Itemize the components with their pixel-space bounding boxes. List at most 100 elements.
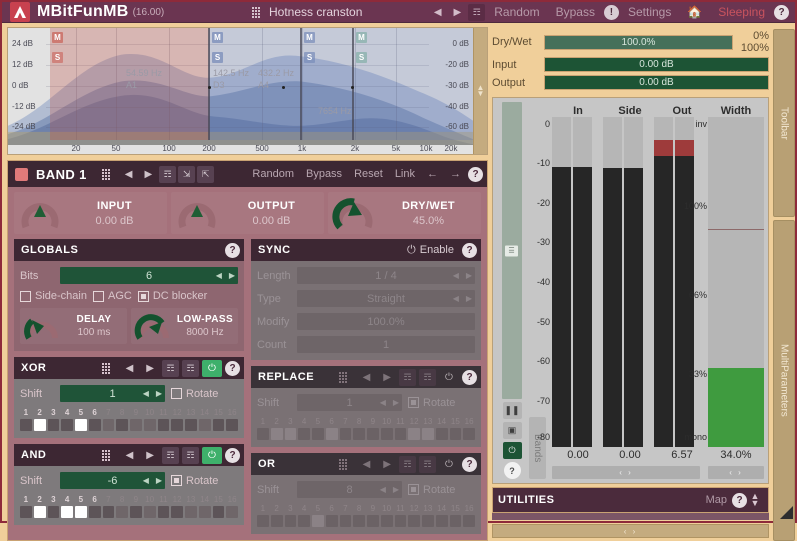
info-icon[interactable]: ! bbox=[603, 4, 619, 20]
and-shift-field[interactable]: -6 ◀ ▶ bbox=[60, 472, 165, 489]
knob-icon[interactable] bbox=[18, 195, 62, 231]
bit-cell[interactable] bbox=[449, 428, 462, 440]
bit-cell[interactable] bbox=[353, 428, 365, 440]
help-icon[interactable]: ? bbox=[468, 166, 483, 182]
bit-cell[interactable] bbox=[198, 419, 211, 431]
width-meter[interactable]: inv 100% 66% 33% mono bbox=[684, 117, 764, 447]
or-shift-stepper[interactable]: ◀ ▶ bbox=[380, 485, 399, 494]
meter-columns[interactable]: inv 100% 66% 33% mono bbox=[552, 117, 764, 447]
dice-icon[interactable]: ☶ bbox=[419, 455, 436, 473]
spectrum-analyzer[interactable]: M S M S M S M S 54.59 Hz A1 142.5 Hz D3 … bbox=[7, 27, 488, 155]
sync-type-field[interactable]: Straight ◀ ▶ bbox=[297, 290, 475, 307]
bit-cell[interactable] bbox=[226, 419, 238, 431]
replace-bit-cells[interactable] bbox=[257, 428, 475, 440]
sleeping-status[interactable]: Sleeping bbox=[718, 5, 765, 19]
right-arrow-icon[interactable]: ▶ bbox=[144, 168, 153, 180]
dice-icon[interactable]: ☶ bbox=[468, 3, 486, 21]
bit-cell[interactable] bbox=[157, 506, 170, 518]
bit-cell[interactable] bbox=[116, 419, 128, 431]
xor-bit-cells[interactable] bbox=[20, 419, 238, 431]
bit-cell[interactable] bbox=[270, 515, 283, 527]
bit-cell[interactable] bbox=[157, 419, 170, 431]
dice-icon[interactable]: ☶ bbox=[162, 359, 179, 377]
sidechain-checkbox[interactable]: Side-chain bbox=[20, 290, 87, 302]
meter-column-out-l[interactable] bbox=[654, 117, 673, 447]
bit-cell[interactable] bbox=[88, 506, 101, 518]
replace-shift-field[interactable]: 1 ◀ ▶ bbox=[297, 394, 402, 411]
bit-cell[interactable] bbox=[353, 515, 365, 527]
sync-count-field[interactable]: 1 bbox=[297, 336, 475, 353]
band-random-button[interactable]: Random bbox=[252, 168, 294, 180]
bit-cell[interactable] bbox=[257, 515, 269, 527]
bit-cell[interactable] bbox=[408, 428, 420, 440]
left-arrow-icon[interactable]: ◀ bbox=[362, 371, 371, 383]
band-handle[interactable] bbox=[282, 86, 285, 89]
help-icon[interactable]: ? bbox=[225, 447, 240, 463]
band-solo-marker[interactable]: S bbox=[356, 52, 367, 63]
bit-cell[interactable] bbox=[130, 506, 142, 518]
bits-stepper[interactable]: ◀ ▶ bbox=[216, 271, 235, 280]
bit-cell[interactable] bbox=[284, 515, 297, 527]
bit-cell[interactable] bbox=[394, 515, 407, 527]
right-arrow-icon[interactable]: ▶ bbox=[383, 458, 391, 470]
power-icon[interactable]: ⏻ bbox=[445, 371, 453, 383]
dcblocker-checkbox[interactable]: DC blocker bbox=[137, 290, 207, 302]
resize-handle[interactable] bbox=[780, 506, 793, 519]
bit-cell[interactable] bbox=[226, 506, 238, 518]
bit-cell[interactable] bbox=[20, 419, 32, 431]
help-icon[interactable]: ? bbox=[225, 360, 240, 376]
bit-cell[interactable] bbox=[143, 419, 156, 431]
map-button[interactable]: Map bbox=[705, 494, 727, 506]
help-icon[interactable]: ? bbox=[462, 242, 477, 258]
bit-cell[interactable] bbox=[171, 419, 183, 431]
bit-cell[interactable] bbox=[284, 428, 297, 440]
dice-icon[interactable]: ☶ bbox=[182, 359, 199, 377]
grid-icon[interactable] bbox=[334, 455, 355, 474]
output-slider[interactable]: 0.00 dB bbox=[544, 75, 769, 90]
meter-column-side-l[interactable] bbox=[603, 117, 622, 447]
tab-toolbar[interactable]: Toolbar bbox=[773, 29, 795, 217]
bit-cell[interactable] bbox=[435, 428, 448, 440]
bit-cell[interactable] bbox=[422, 515, 434, 527]
pause-icon[interactable]: ❚❚ bbox=[502, 402, 522, 419]
dice-icon[interactable]: ☶ bbox=[399, 455, 416, 473]
knob-icon[interactable] bbox=[23, 310, 61, 342]
analyzer-canvas[interactable]: M S M S M S M S 54.59 Hz A1 142.5 Hz D3 … bbox=[8, 28, 473, 154]
save-preset-icon[interactable]: ⇱ bbox=[197, 165, 215, 183]
power-icon[interactable]: ⏻ bbox=[202, 446, 222, 464]
bit-cell[interactable] bbox=[380, 515, 393, 527]
bypass-button[interactable]: Bypass bbox=[555, 5, 595, 19]
dice-icon[interactable]: ☶ bbox=[399, 368, 416, 386]
bands-tab[interactable]: Bands bbox=[529, 417, 546, 479]
band-prev-button[interactable]: ← bbox=[427, 168, 438, 180]
output-knob-cell[interactable]: OUTPUT 0.00 dB bbox=[171, 192, 324, 234]
band-next-button[interactable]: → bbox=[450, 168, 461, 180]
meter-column-out-r[interactable] bbox=[675, 117, 694, 447]
and-rotate-checkbox[interactable]: Rotate bbox=[171, 475, 218, 487]
bit-cell[interactable] bbox=[75, 506, 87, 518]
drywet-slider[interactable]: 100.0% bbox=[544, 34, 733, 50]
bit-cell[interactable] bbox=[185, 506, 197, 518]
bit-cell[interactable] bbox=[380, 428, 393, 440]
lowpass-knob-cell[interactable]: LOW-PASS 8000 Hz bbox=[131, 308, 238, 344]
xor-shift-field[interactable]: 1 ◀ ▶ bbox=[60, 385, 165, 402]
load-preset-icon[interactable]: ⇲ bbox=[178, 165, 196, 183]
and-shift-stepper[interactable]: ◀ ▶ bbox=[143, 476, 162, 485]
band-solo-marker[interactable]: S bbox=[304, 52, 315, 63]
dice-icon[interactable]: ☶ bbox=[162, 446, 179, 464]
bit-cell[interactable] bbox=[61, 419, 73, 431]
preset-selector[interactable]: Hotness cranston bbox=[252, 5, 362, 19]
help-icon[interactable]: ? bbox=[503, 462, 521, 479]
home-icon[interactable]: 🏠 bbox=[687, 5, 703, 19]
bit-cell[interactable] bbox=[171, 506, 183, 518]
power-icon[interactable]: ⏻ bbox=[202, 359, 222, 377]
bottom-nav[interactable]: ‹ › bbox=[492, 524, 769, 538]
bit-cell[interactable] bbox=[20, 506, 32, 518]
drywet-knob-cell[interactable]: DRY/WET 45.0% bbox=[328, 192, 481, 234]
power-icon[interactable]: ⏻ bbox=[502, 442, 522, 459]
band-handle[interactable] bbox=[351, 86, 354, 89]
bit-cell[interactable] bbox=[422, 428, 434, 440]
